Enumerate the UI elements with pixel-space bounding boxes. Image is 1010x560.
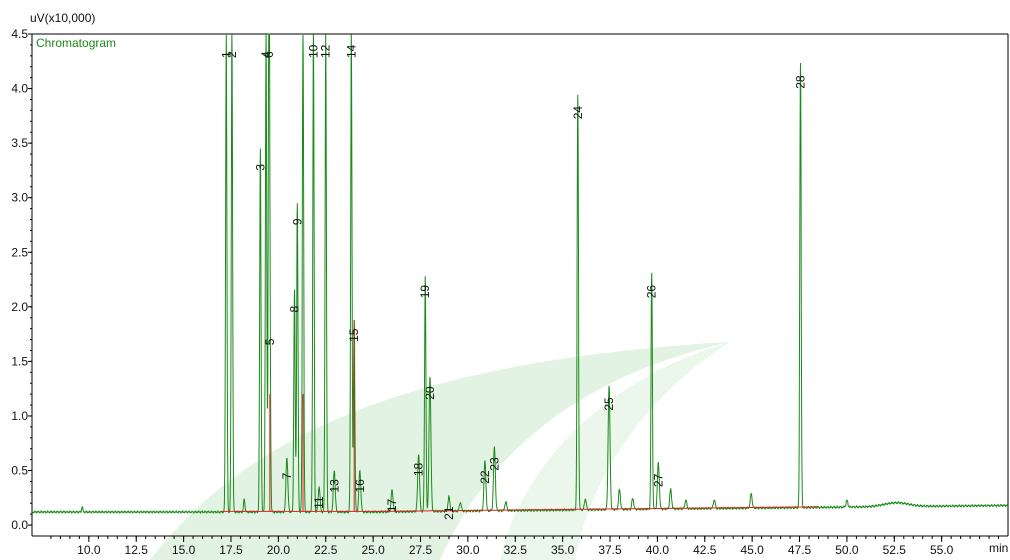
peak-label-14: 14 [344, 44, 358, 58]
y-axis-ticks: 0.0 0.5 1.0 1.5 2.0 2.5 3.0 3.5 4.0 4.5 [11, 27, 32, 532]
peak-label-25: 25 [602, 397, 616, 411]
peak-label-24: 24 [571, 106, 585, 120]
axes [31, 33, 1009, 537]
peak-label-5: 5 [263, 338, 277, 345]
x-axis-ticks: 10.0 12.5 15.0 17.5 20.0 22.5 25.0 27.5 30.0 32.5… [50, 536, 1000, 557]
series-layer [31, 33, 1009, 515]
peak-label-20: 20 [423, 386, 437, 400]
peak-label-7: 7 [280, 472, 294, 479]
peak-label-8: 8 [287, 305, 301, 312]
y-tick-label: 0.0 [11, 518, 28, 532]
y-tick-label: 4.5 [11, 27, 28, 41]
peak-label-28: 28 [793, 75, 807, 89]
x-tick-label: 47.5 [788, 543, 812, 557]
x-tick-label: 52.5 [883, 543, 907, 557]
peak-label-4: 4 [259, 51, 273, 58]
x-tick-label: 37.5 [598, 543, 622, 557]
x-tick-label: 55.0 [930, 543, 954, 557]
peak-label-9: 9 [290, 218, 304, 225]
x-tick-label: 32.5 [504, 543, 528, 557]
peak-label-10: 10 [306, 44, 320, 58]
integration-baseline [221, 506, 819, 512]
watermark-arc [150, 342, 730, 560]
peak-label-26: 26 [645, 285, 659, 299]
peak-label-17: 17 [385, 498, 399, 512]
x-tick-label: 45.0 [740, 543, 764, 557]
y-tick-label: 4.0 [11, 82, 28, 96]
y-tick-label: 1.0 [11, 409, 28, 423]
legend-entry-chromatogram: Chromatogram [36, 36, 116, 50]
x-tick-label: 30.0 [456, 543, 480, 557]
peak-label-19: 19 [418, 285, 432, 299]
watermark-swoosh [150, 342, 730, 560]
x-tick-label: 42.5 [693, 543, 717, 557]
peak-label-23: 23 [487, 457, 501, 471]
peak-label-22: 22 [478, 470, 492, 484]
peak-label-12: 12 [319, 44, 333, 58]
peak-label-3: 3 [253, 164, 267, 171]
y-tick-label: 2.0 [11, 300, 28, 314]
x-tick-label: 10.0 [77, 543, 101, 557]
peak-label-15: 15 [347, 328, 361, 342]
peak-label-16: 16 [353, 479, 367, 493]
x-tick-label: 15.0 [172, 543, 196, 557]
y-axis-unit-label: uV(x10,000) [30, 11, 95, 25]
y-tick-label: 1.5 [11, 354, 28, 368]
peak-label-27: 27 [651, 473, 665, 487]
peak-label-1: 1 [219, 51, 233, 58]
peak-label-6: 6 [262, 51, 276, 58]
x-tick-label: 40.0 [646, 543, 670, 557]
x-axis-unit-label: min [989, 541, 1008, 555]
peak-label-2: 2 [225, 51, 239, 58]
watermark-arc-inner [500, 342, 730, 560]
x-tick-label: 12.5 [125, 543, 149, 557]
x-tick-label: 20.0 [267, 543, 291, 557]
x-tick-label: 22.5 [314, 543, 338, 557]
peak-label-11: 11 [312, 496, 326, 509]
y-tick-label: 3.0 [11, 191, 28, 205]
x-tick-label: 27.5 [409, 543, 433, 557]
x-tick-label: 17.5 [219, 543, 243, 557]
x-tick-label: 50.0 [835, 543, 859, 557]
peak-label-13: 13 [327, 479, 341, 493]
x-tick-label: 35.0 [551, 543, 575, 557]
y-tick-label: 0.5 [11, 464, 28, 478]
y-tick-label: 2.5 [11, 245, 28, 259]
y-tick-label: 3.5 [11, 136, 28, 150]
peak-label-18: 18 [412, 462, 426, 476]
peak-label-21: 21 [442, 506, 456, 520]
peak-labels: 1234567891011121314151617181920212223242… [219, 44, 807, 519]
x-tick-label: 25.0 [361, 543, 385, 557]
